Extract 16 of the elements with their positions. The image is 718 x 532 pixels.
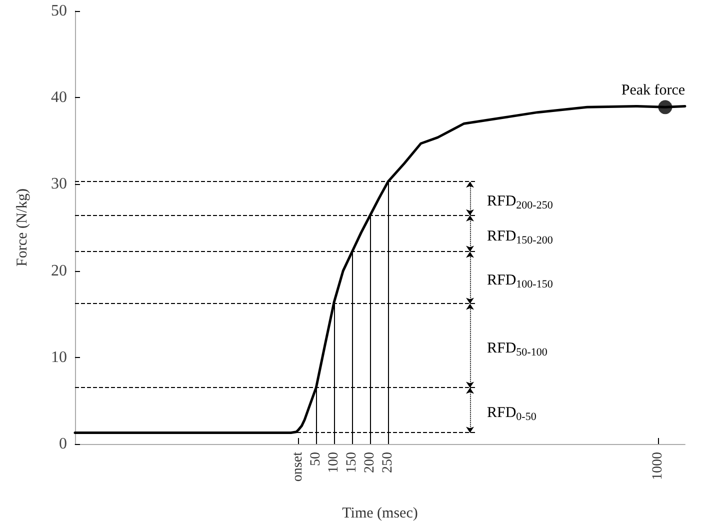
y-axis-title: Force (N/kg) bbox=[14, 188, 30, 266]
y-tick-label: 10 bbox=[51, 348, 67, 366]
y-tick-label: 20 bbox=[51, 262, 67, 280]
x-tick-label: 250 bbox=[380, 452, 396, 473]
y-tick-label: 40 bbox=[51, 89, 67, 106]
x-tick-label: 50 bbox=[308, 452, 324, 466]
y-tick-label: 0 bbox=[59, 436, 67, 452]
x-tick-label: 100 bbox=[326, 452, 342, 473]
y-tick-label: 30 bbox=[51, 176, 67, 193]
annotation: Peak force bbox=[621, 82, 686, 99]
x-tick-label: 1000 bbox=[650, 452, 666, 480]
y-tick-label: 50 bbox=[51, 2, 67, 20]
x-tick-label: onset bbox=[290, 452, 306, 482]
x-tick-label: 200 bbox=[362, 452, 378, 473]
x-axis-title: Time (msec) bbox=[342, 506, 418, 522]
x-tick-label: 150 bbox=[344, 452, 360, 473]
